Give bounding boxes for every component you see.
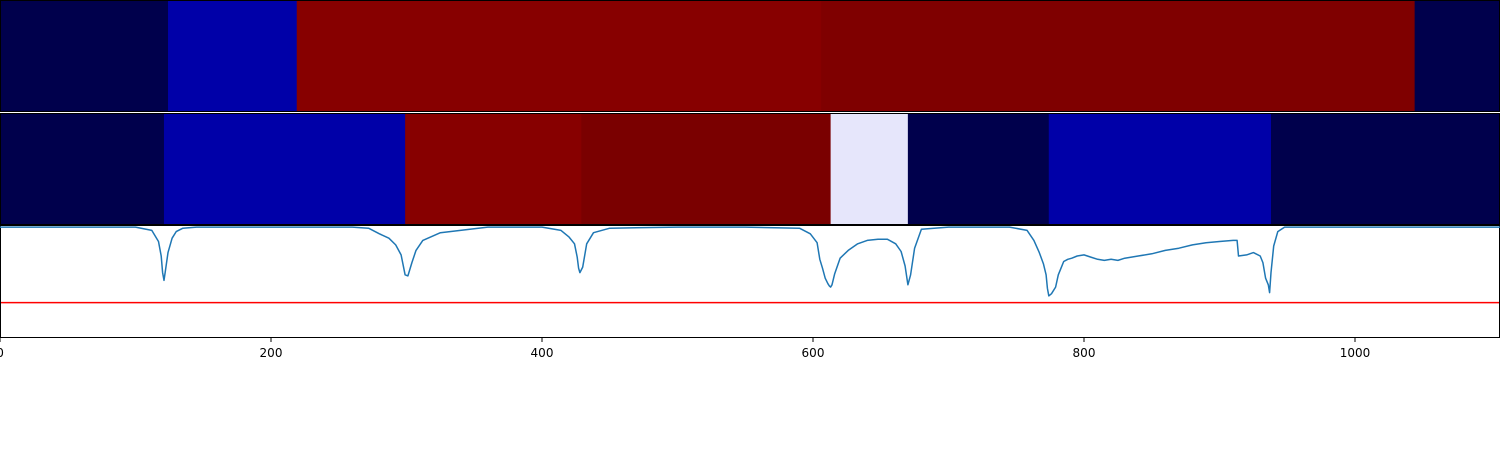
x-tick-label: 400: [531, 346, 554, 360]
heatmap-segment: [1414, 1, 1500, 111]
x-tick-label: 800: [1073, 346, 1096, 360]
signal-line: [0, 226, 1500, 297]
heatmap-segment: [581, 114, 832, 224]
heatmap-segment: [405, 114, 582, 224]
heatmap-segment: [821, 1, 1416, 111]
heatmap-segment: [163, 114, 406, 224]
x-axis: 0 200 400 600 800 1000: [0, 338, 1370, 360]
heatmap-segment: [830, 114, 909, 224]
heatmap-segment: [907, 114, 1050, 224]
line-panel: [0, 225, 1500, 338]
x-tick-label: 200: [260, 346, 283, 360]
x-tick-label: 1000: [1340, 346, 1371, 360]
heatmap-segment: [296, 1, 822, 111]
heatmap-row-1: [0, 1, 1500, 111]
heatmap-segment: [1048, 114, 1272, 224]
x-tick-label: 600: [802, 346, 825, 360]
x-tick-label: 0: [0, 346, 4, 360]
heatmap-row-2: [0, 114, 1500, 224]
heatmap-segment: [168, 1, 298, 111]
heatmap-segment: [1271, 114, 1500, 224]
line-panel-background: [0, 225, 1500, 338]
heatmap-segment: [0, 114, 165, 224]
heatmap-segment: [0, 1, 169, 111]
